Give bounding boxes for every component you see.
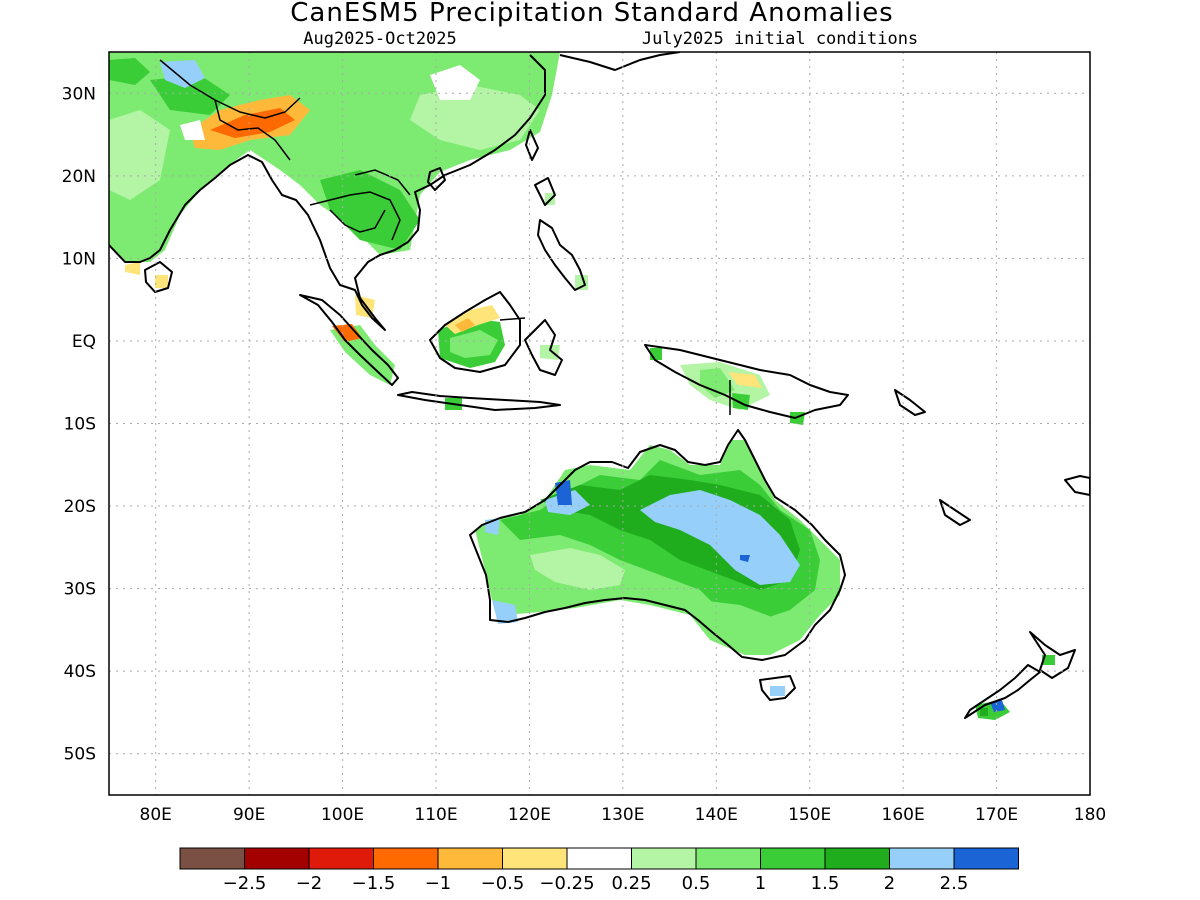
colorbar-label: −2.5 [223,873,267,894]
colorbar-label: −2 [296,873,323,894]
colorbar-swatch [502,847,568,870]
colorbar-label: −1 [425,873,452,894]
colorbar-swatch [437,847,503,870]
latitude-tick-label: 30S [64,580,96,600]
longitude-tick-label: 130E [601,805,644,825]
longitude-tick-label: 170E [975,805,1018,825]
colorbar-legend: −2.5 −2 −1.5 −1 −0.5 −0.25 0.25 0.5 1 1.5 2 2.5 [179,847,1019,894]
latitude-tick-label: EQ [72,332,96,352]
colorbar-swatch [631,847,697,870]
colorbar-swatch [889,847,955,870]
colorbar-label: 2 [884,873,895,894]
latitude-tick-label: 50S [64,745,96,765]
latitude-tick-labels: 30N 20N 10N EQ 10S 20S 30S 40S 50S [62,84,96,764]
latitude-tick-label: 10S [64,415,96,435]
longitude-tick-label: 150E [788,805,831,825]
colorbar-swatch [373,847,439,870]
figure-title: CanESM5 Precipitation Standard Anomalies [290,0,893,28]
colorbar-swatch [244,847,310,870]
coastlines [109,52,1090,719]
latitude-tick-label: 20S [64,497,96,517]
colorbar-label: −0.25 [539,873,594,894]
colorbar-label: 1 [755,873,766,894]
latitude-tick-label: 20N [62,167,96,187]
forecast-period-label: Aug2025-Oct2025 [303,29,457,49]
map-frame [108,51,1091,796]
country-borders [159,59,731,415]
longitude-tick-label: 90E [233,805,265,825]
latitude-tick-label: 30N [62,84,96,104]
asia-anomaly-field [109,52,560,288]
colorbar-swatch [695,847,761,870]
longitude-tick-label: 100E [321,805,364,825]
longitude-tick-label: 140E [695,805,738,825]
colorbar-swatch [824,847,890,870]
longitude-tick-label: 110E [414,805,457,825]
map-plot-area [109,52,1090,795]
longitude-tick-label: 180 [1074,805,1106,825]
initial-conditions-label: July2025 initial conditions [642,29,918,49]
australia-anomaly-field [475,440,840,696]
longitude-tick-label: 120E [508,805,551,825]
colorbar-swatch [566,847,632,870]
colorbar-swatch [308,847,374,870]
colorbar-label: −1.5 [352,873,396,894]
longitude-tick-label: 160E [882,805,925,825]
latitude-tick-label: 40S [64,662,96,682]
longitude-tick-label: 80E [140,805,172,825]
colorbar-swatch [953,847,1019,870]
colorbar-label: 2.5 [940,873,969,894]
latitude-tick-label: 10N [62,249,96,269]
colorbar-swatch [760,847,826,870]
colorbar-label: −0.5 [481,873,525,894]
lat-lon-grid [109,52,1090,795]
colorbar-label: 0.5 [682,873,711,894]
colorbar-swatch [179,847,245,870]
colorbar-label: 1.5 [811,873,840,894]
longitude-tick-labels: 80E 90E 100E 110E 120E 130E 140E 150E 160E 170E 18… [140,805,1107,825]
colorbar-label: 0.25 [611,873,651,894]
